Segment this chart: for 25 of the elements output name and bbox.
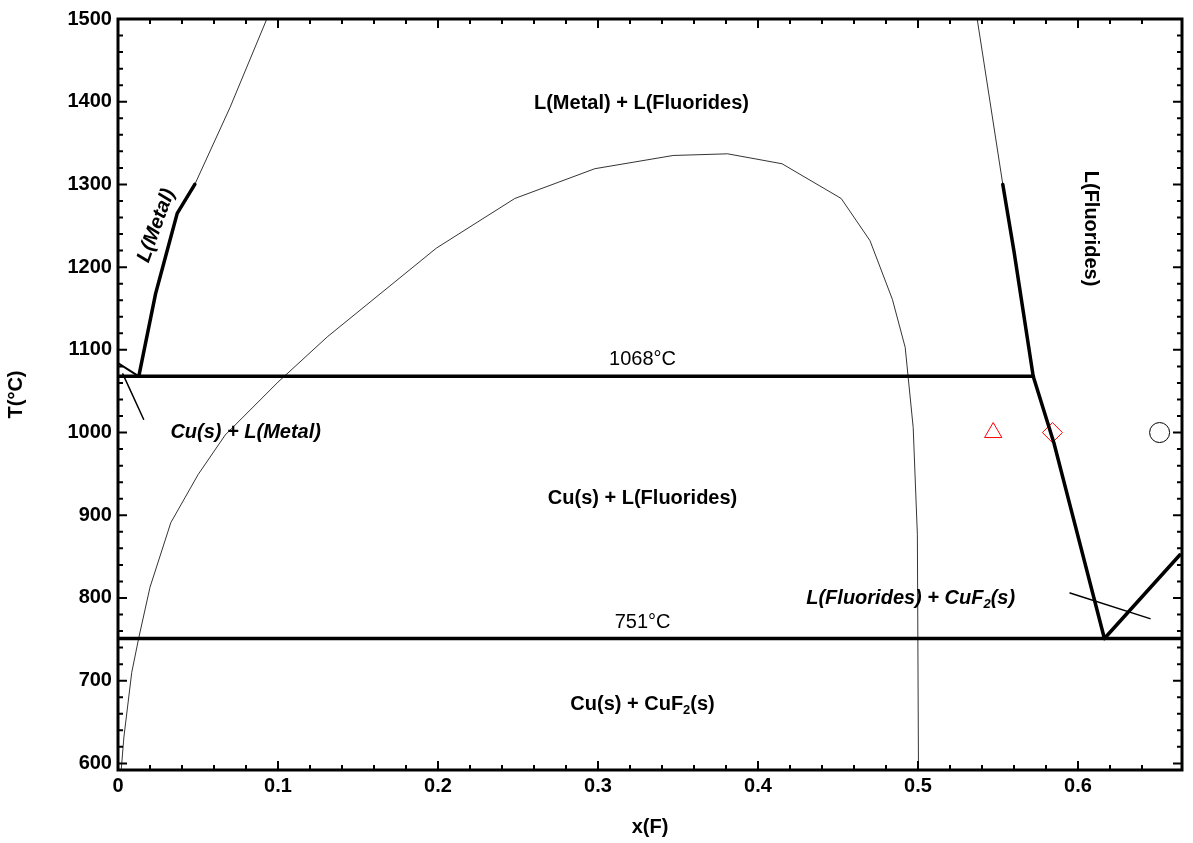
x-tick-label: 0.3 (584, 773, 612, 796)
y-tick-label: 600 (78, 750, 112, 773)
y-tick-label: 1000 (67, 420, 112, 443)
y-tick-label: 1100 (68, 337, 112, 360)
annotation: 751°C (614, 609, 671, 632)
annotation: Cu(s) + L(Metal) (170, 420, 322, 443)
x-tick-label: 0.6 (1064, 773, 1092, 796)
y-tick-label: 1200 (67, 254, 112, 277)
annotation: Cu(s) + L(Fluorides) (547, 486, 738, 509)
x-tick-label: 0.4 (744, 773, 773, 796)
annotation: L(Metal) + L(Fluorides) (533, 91, 749, 114)
y-tick-label: 700 (78, 668, 112, 691)
annotation: L(Fluorides) (1080, 170, 1103, 287)
y-tick-label: 900 (78, 502, 112, 525)
x-axis-title: x(F) (631, 814, 669, 837)
y-tick-label: 800 (78, 585, 112, 608)
x-tick-label: 0.1 (264, 773, 292, 796)
x-tick-label: 0.5 (904, 773, 932, 796)
x-tick-label: 0.2 (424, 773, 452, 796)
x-tick-label: 0 (112, 773, 124, 796)
annotation: 1068°C (609, 347, 677, 370)
y-axis-title: T(°C) (3, 370, 26, 419)
y-tick-label: 1500 (67, 6, 112, 29)
y-tick-label: 1400 (67, 89, 112, 112)
y-tick-label: 1300 (67, 171, 112, 194)
